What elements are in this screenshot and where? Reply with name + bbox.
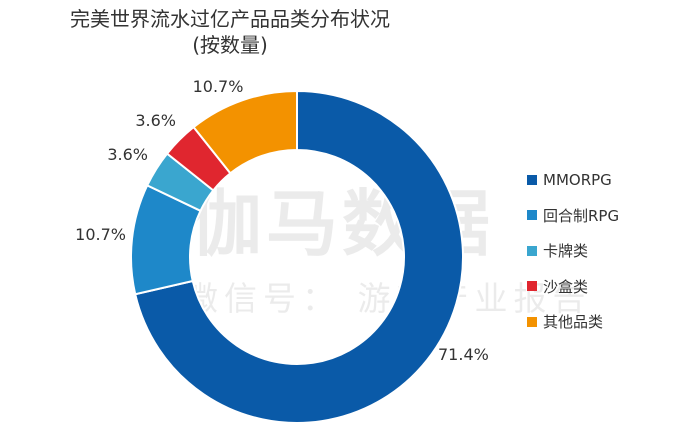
slice-value-label-3: 3.6% xyxy=(107,145,148,164)
chart-legend: MMORPG 回合制RPG 卡牌类沙盒类其他品类 xyxy=(527,168,619,346)
legend-swatch xyxy=(527,210,537,220)
donut-slices xyxy=(130,89,464,424)
donut-value-labels: 71.4% 10.7% 3.6% 3.6% 10.7% xyxy=(75,77,489,364)
legend-label: 沙盒类 xyxy=(543,277,589,296)
legend-label: 卡牌类 xyxy=(543,242,589,260)
legend-label: 回合制RPG xyxy=(543,206,620,225)
donut-slice-1 xyxy=(134,89,464,424)
slice-value-label-2: 10.7% xyxy=(75,225,126,244)
legend-item-2: 回合制RPG xyxy=(527,204,619,227)
legend-swatch xyxy=(527,316,537,327)
legend-swatch xyxy=(527,245,537,256)
legend-label: MMORPG xyxy=(543,170,612,189)
slice-value-label-1: 71.4% xyxy=(438,345,489,364)
legend-swatch xyxy=(527,281,537,291)
legend-label: 其他品类 xyxy=(543,313,604,331)
legend-item-5: 其他品类 xyxy=(527,310,619,333)
chart-title-block: 完美世界流水过亿产品品类分布状况 (按数量) xyxy=(20,6,440,58)
slice-value-label-5: 10.7% xyxy=(193,77,244,96)
slice-value-label-4: 3.6% xyxy=(135,111,176,130)
legend-item-4: 沙盒类 xyxy=(527,275,619,298)
legend-item-1: MMORPG xyxy=(527,168,619,191)
chart-subtitle: (按数量) xyxy=(192,33,268,57)
donut-slice-5 xyxy=(192,89,298,175)
legend-swatch xyxy=(527,174,537,185)
chart-title: 完美世界流水过亿产品品类分布状况 xyxy=(70,7,390,31)
legend-item-3: 卡牌类 xyxy=(527,239,619,262)
